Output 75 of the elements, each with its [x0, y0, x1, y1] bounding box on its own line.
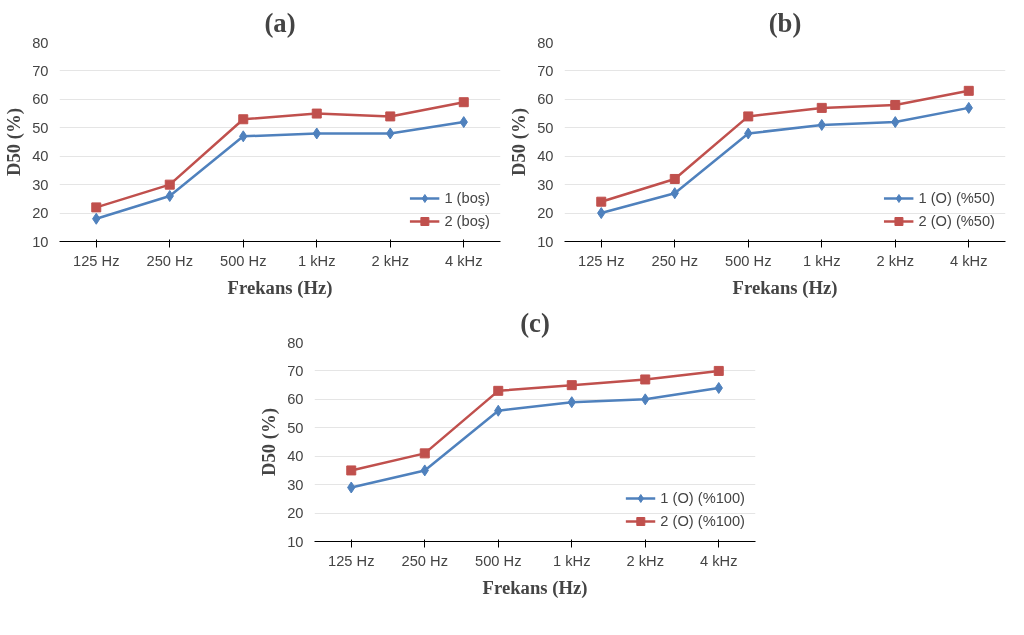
y-tick-label: 10 — [287, 533, 304, 550]
chart-title: (a) — [264, 7, 296, 38]
x-tick-label: 250 Hz — [146, 252, 193, 269]
point — [458, 97, 469, 108]
point — [566, 380, 577, 391]
point — [385, 111, 396, 122]
point — [493, 385, 504, 396]
x-tick-label: 4 kHz — [700, 552, 738, 569]
y-tick-label: 50 — [287, 419, 304, 436]
point — [164, 179, 175, 190]
x-tick-label: 250 Hz — [651, 252, 698, 269]
y-tick-label: 20 — [537, 205, 554, 222]
point — [890, 100, 901, 111]
legend-label: 1 (O) (%50) — [918, 190, 995, 206]
point — [816, 102, 827, 113]
x-tick-label: 4 kHz — [950, 252, 988, 269]
x-tick-label: 250 Hz — [401, 552, 448, 569]
y-tick-label: 30 — [287, 476, 304, 493]
point — [713, 365, 724, 376]
y-tick-label: 70 — [287, 362, 304, 379]
y-tick-label: 20 — [32, 205, 49, 222]
legend-label: 1 (O) (%100) — [660, 490, 745, 506]
y-tick-label: 30 — [537, 176, 554, 193]
x-tick-label: 125 Hz — [578, 252, 625, 269]
legend-label: 1 (boş) — [444, 190, 490, 206]
x-tick-label: 500 Hz — [725, 252, 772, 269]
point — [238, 114, 249, 125]
chart-title: (c) — [520, 307, 550, 338]
y-tick-label: 70 — [32, 62, 49, 79]
y-tick-label: 80 — [32, 34, 49, 51]
point — [743, 111, 754, 122]
x-tick-label: 2 kHz — [371, 252, 409, 269]
y-tick-label: 60 — [287, 391, 304, 408]
y-tick-label: 20 — [287, 505, 304, 522]
y-tick-label: 50 — [32, 119, 49, 136]
point — [346, 465, 357, 476]
point — [640, 374, 651, 385]
x-tick-label: 2 kHz — [876, 252, 914, 269]
y-tick-label: 60 — [537, 91, 554, 108]
y-tick-label: 40 — [32, 148, 49, 165]
x-tick-label: 4 kHz — [445, 252, 483, 269]
y-tick-label: 30 — [32, 176, 49, 193]
y-axis-title: D50 (%) — [3, 108, 26, 176]
x-tick-label: 500 Hz — [475, 552, 522, 569]
x-tick-label: 125 Hz — [73, 252, 120, 269]
x-axis-title: Frekans (Hz) — [732, 276, 838, 299]
y-tick-label: 60 — [32, 91, 49, 108]
chart-title: (b) — [768, 7, 802, 38]
x-tick-label: 125 Hz — [328, 552, 375, 569]
point — [596, 196, 607, 207]
y-axis-title: D50 (%) — [258, 408, 281, 476]
x-tick-label: 500 Hz — [220, 252, 267, 269]
point — [91, 202, 102, 213]
y-tick-label: 40 — [537, 148, 554, 165]
y-tick-label: 80 — [287, 334, 304, 351]
y-tick-label: 70 — [537, 62, 554, 79]
point — [669, 173, 680, 184]
y-tick-label: 40 — [287, 448, 304, 465]
x-axis-title: Frekans (Hz) — [227, 276, 333, 299]
x-tick-label: 1 kHz — [803, 252, 841, 269]
y-tick-label: 50 — [537, 119, 554, 136]
point — [419, 448, 430, 459]
x-axis-title: Frekans (Hz) — [482, 576, 588, 599]
x-tick-label: 1 kHz — [298, 252, 336, 269]
y-axis-title: D50 (%) — [508, 108, 531, 176]
y-tick-label: 10 — [32, 233, 49, 250]
legend-label: 2 (O) (%100) — [660, 513, 745, 529]
legend-label: 2 (boş) — [444, 213, 490, 229]
legend-label: 2 (O) (%50) — [918, 213, 995, 229]
y-tick-label: 80 — [537, 34, 554, 51]
x-tick-label: 2 kHz — [626, 552, 664, 569]
point — [963, 85, 974, 96]
y-tick-label: 10 — [537, 233, 554, 250]
point — [311, 108, 322, 119]
x-tick-label: 1 kHz — [553, 552, 591, 569]
